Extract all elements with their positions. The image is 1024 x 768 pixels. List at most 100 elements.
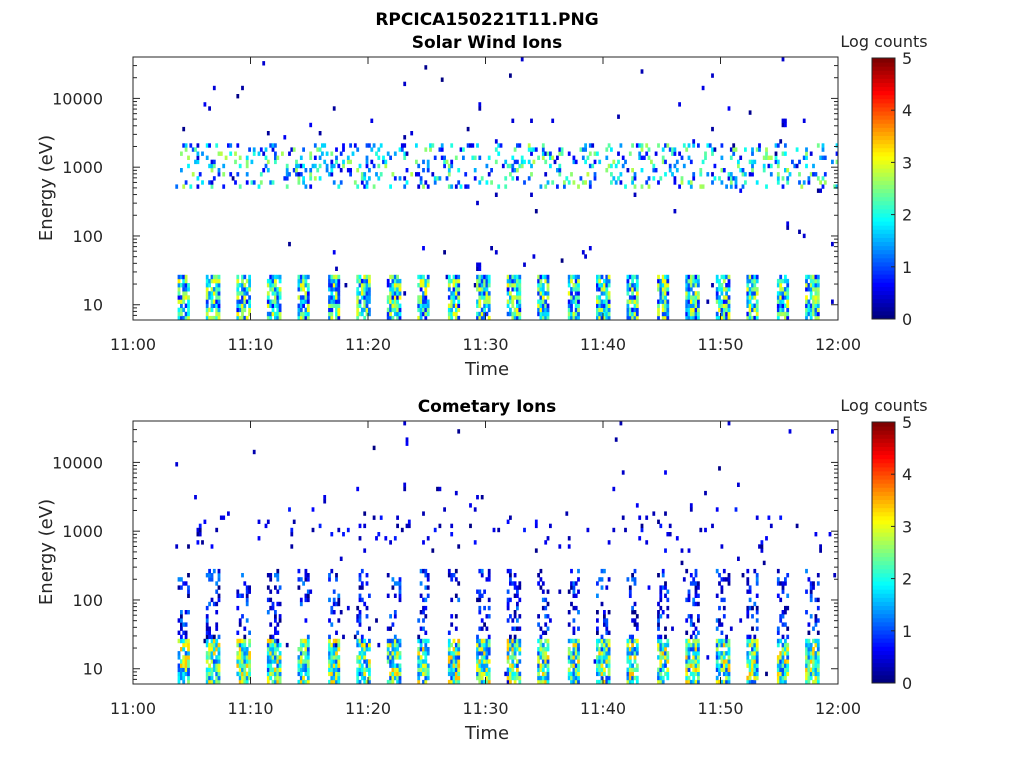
spectrogram-cell xyxy=(779,515,783,520)
spectrogram-cell xyxy=(208,568,211,574)
spectrogram-cell xyxy=(306,307,310,313)
spectrogram-cell xyxy=(196,143,200,148)
spectrogram-cell xyxy=(628,679,632,685)
spectrogram-cell xyxy=(781,295,785,300)
spectrogram-cell xyxy=(494,147,498,152)
spectrogram-cell xyxy=(332,283,336,288)
spectrogram-cell xyxy=(737,556,740,561)
spectrogram-cell xyxy=(744,147,747,152)
cometary-title: Cometary Ions xyxy=(418,397,557,417)
spectrogram-cell xyxy=(422,605,425,611)
spectrogram-cell xyxy=(567,315,571,321)
spectrogram-cell xyxy=(360,295,364,300)
spectrogram-cell xyxy=(330,622,334,627)
spectrogram-cell xyxy=(398,593,402,598)
spectrogram-cell xyxy=(476,262,479,267)
spectrogram-cell xyxy=(269,577,273,582)
spectrogram-cell xyxy=(417,172,421,177)
spectrogram-cell xyxy=(248,630,251,635)
colorbar-segment xyxy=(872,528,895,533)
spectrogram-cell xyxy=(422,597,425,603)
spectrogram-cell xyxy=(805,283,808,288)
spectrogram-cell xyxy=(330,172,334,177)
spectrogram-cell xyxy=(661,610,665,615)
spectrogram-cell xyxy=(664,511,667,516)
colorbar-tick-label: 0 xyxy=(902,310,912,329)
spectrogram-cell xyxy=(215,626,219,631)
spectrogram-cell xyxy=(212,638,216,644)
spectrogram-cell xyxy=(212,601,216,607)
spectrogram-cell xyxy=(243,651,247,656)
spectrogram-cell xyxy=(664,593,667,598)
spectrogram-cell xyxy=(598,159,602,165)
spectrogram-cell xyxy=(450,675,454,681)
spectrogram-cell xyxy=(363,667,367,672)
spectrogram-cell xyxy=(363,638,367,644)
spectrogram-cell xyxy=(692,679,696,685)
spectrogram-cell xyxy=(201,151,204,156)
spectrogram-cell xyxy=(332,106,336,111)
spectrogram-cell xyxy=(391,172,395,177)
spectrogram-cell xyxy=(809,647,813,652)
spectrogram-cell xyxy=(692,176,696,181)
spectrogram-cell xyxy=(718,638,721,644)
spectrogram-cell xyxy=(450,163,454,169)
spectrogram-cell xyxy=(321,151,324,156)
spectrogram-cell xyxy=(368,647,371,652)
spectrogram-cell xyxy=(541,651,545,656)
spectrogram-cell xyxy=(506,589,510,594)
spectrogram-cell xyxy=(384,536,388,541)
spectrogram-cell xyxy=(831,299,834,304)
spectrogram-cell xyxy=(591,163,595,169)
spectrogram-cell xyxy=(755,651,759,656)
spectrogram-cell xyxy=(511,315,515,321)
spectrogram-cell xyxy=(422,159,425,165)
spectrogram-cell xyxy=(720,291,724,296)
spectrogram-cell xyxy=(720,663,724,668)
spectrogram-cell xyxy=(476,651,479,656)
spectrogram-cell xyxy=(264,147,268,152)
spectrogram-cell xyxy=(452,675,456,681)
spectrogram-cell xyxy=(243,283,247,288)
spectrogram-cell xyxy=(694,278,698,284)
spectrogram-cell xyxy=(330,168,334,173)
spectrogram-cell xyxy=(784,303,787,308)
spectrogram-cell xyxy=(816,667,820,672)
spectrogram-cell xyxy=(751,303,754,308)
spectrogram-cell xyxy=(205,634,209,640)
spectrogram-cell xyxy=(523,262,526,267)
spectrogram-cell xyxy=(753,634,757,640)
spectrogram-cell xyxy=(605,651,609,656)
spectrogram-cell xyxy=(689,573,693,578)
spectrogram-cell xyxy=(304,291,308,296)
spectrogram-cell xyxy=(509,675,512,681)
spectrogram-cell xyxy=(664,159,667,165)
spectrogram-cell xyxy=(365,303,369,308)
spectrogram-cell xyxy=(274,274,277,280)
spectrogram-cell xyxy=(694,634,698,640)
spectrogram-cell xyxy=(577,626,580,631)
spectrogram-cell xyxy=(753,283,757,288)
spectrogram-cell xyxy=(480,659,484,664)
spectrogram-cell xyxy=(596,299,599,304)
spectrogram-cell xyxy=(635,503,639,508)
spectrogram-cell xyxy=(692,315,696,321)
spectrogram-cell xyxy=(812,651,815,656)
spectrogram-cell xyxy=(278,274,282,280)
spectrogram-cell xyxy=(274,303,277,308)
spectrogram-cell xyxy=(292,168,296,173)
spectrogram-cell xyxy=(245,601,249,607)
colorbar-tick-label: 5 xyxy=(902,49,912,68)
spectrogram-cell xyxy=(454,614,458,619)
spectrogram-cell xyxy=(560,151,564,156)
spectrogram-cell xyxy=(546,274,550,280)
spectrogram-cell xyxy=(685,671,689,677)
spectrogram-cell xyxy=(323,499,327,504)
spectrogram-cell xyxy=(661,679,665,685)
spectrogram-cell xyxy=(236,299,240,304)
spectrogram-cell xyxy=(398,283,402,288)
spectrogram-cell xyxy=(551,155,555,160)
spectrogram-cell xyxy=(631,642,634,648)
spectrogram-cell xyxy=(358,536,362,541)
